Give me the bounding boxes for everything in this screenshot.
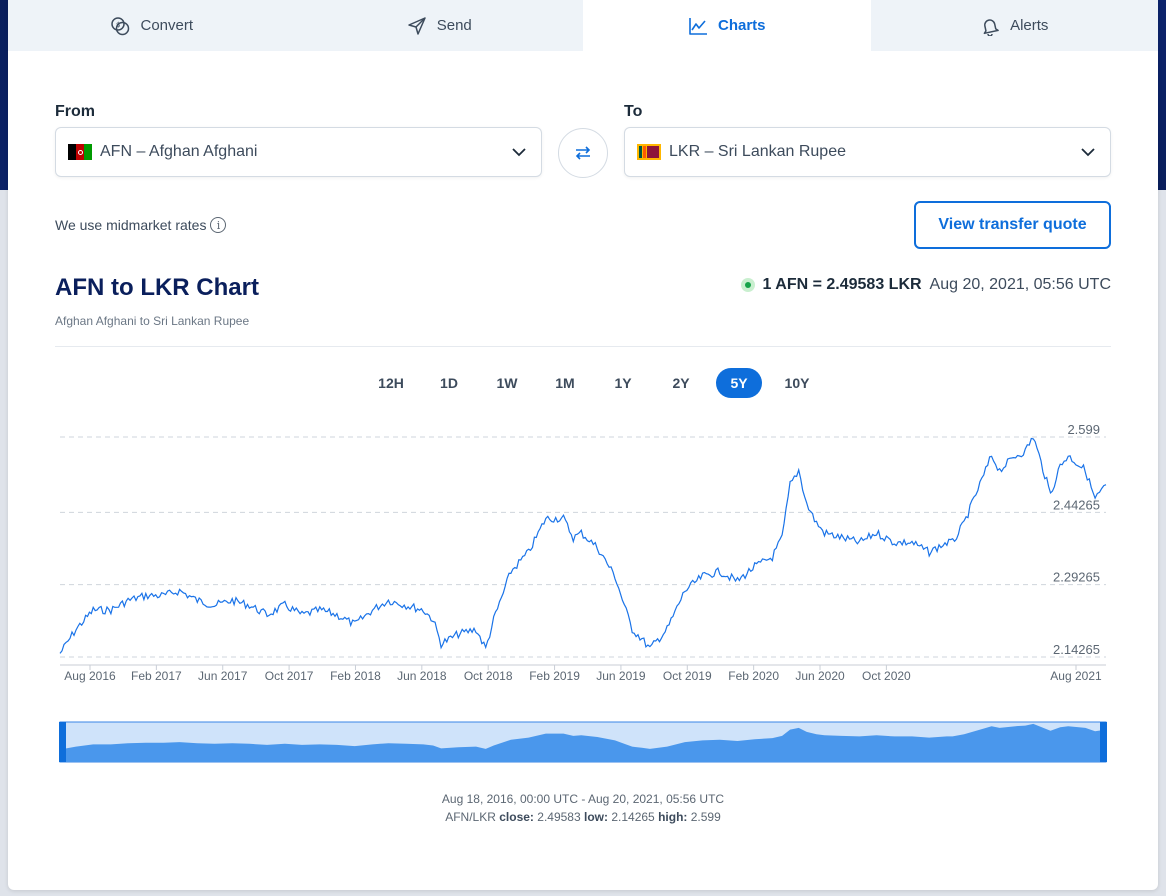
info-icon[interactable]: i	[210, 217, 227, 233]
swap-currencies-button[interactable]	[558, 128, 608, 178]
swap-arrows-icon	[575, 146, 591, 160]
y-tick-label: 2.599	[1067, 422, 1100, 437]
tab-convert-label: Convert	[140, 17, 194, 34]
from-currency-select[interactable]: AFN – Afghan Afghani	[55, 127, 542, 177]
x-tick-label: Oct 2018	[464, 669, 513, 683]
range-1y[interactable]: 1Y	[614, 375, 632, 391]
afghanistan-flag-icon	[68, 144, 92, 160]
chevron-down-icon	[1081, 148, 1095, 157]
tab-send-label: Send	[436, 17, 472, 34]
footer-low: 2.14265	[611, 810, 655, 824]
to-label: To	[624, 103, 643, 120]
x-tick-label: Oct 2017	[265, 669, 314, 683]
y-tick-label: 2.14265	[1053, 642, 1100, 657]
midmarket-note: We use midmarket rates i	[55, 217, 227, 233]
range-1d[interactable]: 1D	[440, 375, 458, 391]
from-currency-text: AFN – Afghan Afghani	[100, 143, 258, 160]
x-tick-label: Jun 2020	[795, 669, 845, 683]
coins-icon: $	[111, 16, 130, 35]
to-currency-text: LKR – Sri Lankan Rupee	[669, 143, 846, 160]
tab-alerts[interactable]: Alerts	[870, 0, 1158, 51]
svg-text:$: $	[116, 21, 120, 29]
x-tick-label: Jun 2017	[198, 669, 248, 683]
footer-high: 2.599	[690, 810, 721, 824]
chart-footer: Aug 18, 2016, 00:00 UTC - Aug 20, 2021, …	[8, 790, 1158, 826]
range-12h[interactable]: 12H	[378, 375, 404, 391]
x-tick-label: Oct 2019	[663, 669, 712, 683]
navigator-right-handle[interactable]	[1100, 722, 1107, 762]
chevron-down-icon	[512, 148, 526, 157]
sri-lanka-flag-icon	[637, 144, 661, 160]
footer-close: 2.49583	[537, 810, 581, 824]
tab-convert[interactable]: $ Convert	[8, 0, 296, 51]
to-currency-select[interactable]: LKR – Sri Lankan Rupee	[624, 127, 1111, 177]
footer-stats: AFN/LKR close: 2.49583 low: 2.14265 high…	[8, 808, 1158, 826]
converter-card: $ Convert Send Charts Alerts From AFN – …	[8, 0, 1158, 890]
from-label: From	[55, 103, 95, 120]
rate-chart[interactable]: 2.599 2.44265 2.29265 2.14265 Aug 2016 Feb 20…	[8, 400, 1158, 770]
tab-charts-label: Charts	[717, 17, 766, 34]
rate-timestamp: Aug 20, 2021, 05:56 UTC	[929, 276, 1111, 293]
range-1w[interactable]: 1W	[496, 375, 518, 391]
x-tick-label: Feb 2019	[529, 669, 580, 683]
x-tick-label: Oct 2020	[862, 669, 911, 683]
footer-pair: AFN/LKR	[445, 810, 496, 824]
send-icon	[407, 16, 426, 35]
x-tick-label: Feb 2020	[728, 669, 779, 683]
x-tick-label: Feb 2018	[330, 669, 381, 683]
range-10y[interactable]: 10Y	[784, 375, 810, 391]
chart-icon	[689, 17, 707, 35]
footer-close-label: close:	[499, 810, 534, 824]
footer-period: Aug 18, 2016, 00:00 UTC - Aug 20, 2021, …	[441, 792, 725, 806]
navigator-left-handle[interactable]	[59, 722, 66, 762]
bell-icon	[983, 18, 999, 36]
x-tick-label: Feb 2017	[131, 669, 182, 683]
view-transfer-quote-button[interactable]: View transfer quote	[914, 201, 1111, 249]
y-tick-label: 2.29265	[1053, 570, 1100, 585]
time-range-selector: 12H 1D 1W 1M 1Y 2Y 5Y 10Y	[368, 368, 826, 398]
x-tick-label: Jun 2018	[397, 669, 447, 683]
navigator-area	[60, 723, 1106, 762]
chart-title: AFN to LKR Chart	[55, 274, 259, 301]
rate-value: 1 AFN = 2.49583 LKR	[762, 276, 922, 293]
chart-subtitle: Afghan Afghani to Sri Lankan Rupee	[55, 314, 250, 328]
midmarket-text: We use midmarket rates	[55, 217, 207, 233]
footer-low-label: low:	[584, 810, 608, 824]
series-line	[59, 437, 1107, 654]
divider	[55, 346, 1111, 347]
range-1m[interactable]: 1M	[555, 375, 575, 391]
x-tick-label: Aug 2021	[1050, 669, 1102, 683]
range-5y[interactable]: 5Y	[716, 368, 762, 398]
footer-high-label: high:	[658, 810, 688, 824]
tab-bar: $ Convert Send Charts Alerts	[8, 0, 1158, 51]
tab-charts[interactable]: Charts	[583, 0, 871, 51]
x-tick-label: Aug 2016	[64, 669, 116, 683]
current-rate: 1 AFN = 2.49583 LKR Aug 20, 2021, 05:56 …	[740, 276, 1111, 294]
tab-alerts-label: Alerts	[1010, 17, 1049, 34]
x-tick-label: Jun 2019	[596, 669, 646, 683]
tab-send[interactable]: Send	[295, 0, 583, 51]
live-indicator-icon	[740, 278, 755, 292]
y-tick-label: 2.44265	[1053, 497, 1100, 512]
range-2y[interactable]: 2Y	[672, 375, 690, 391]
